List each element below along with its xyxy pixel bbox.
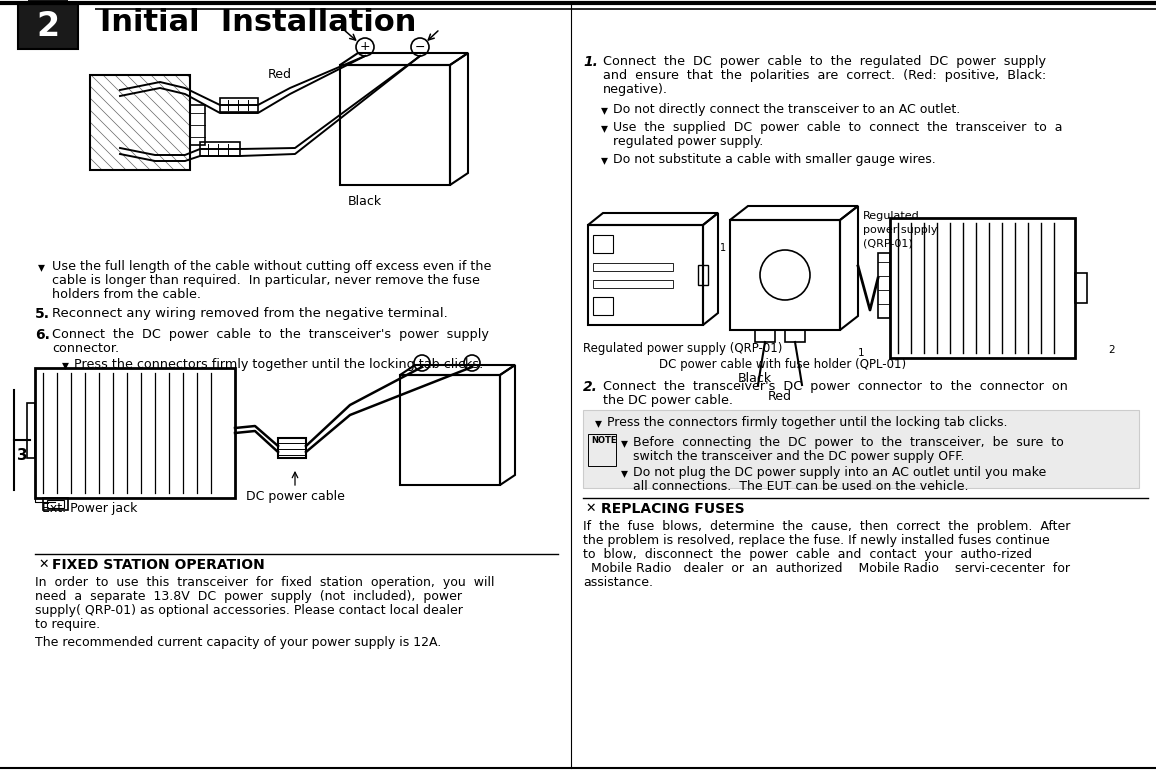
Text: Do not plug the DC power supply into an AC outlet until you make: Do not plug the DC power supply into an …: [633, 466, 1046, 479]
Bar: [593, 263, 673, 271]
Text: ▾: ▾: [621, 466, 628, 480]
Text: regulated power supply.: regulated power supply.: [613, 135, 763, 148]
Text: 1: 1: [858, 348, 865, 358]
Bar: [593, 297, 613, 315]
Text: Black: Black: [738, 372, 772, 385]
Bar: [729, 220, 840, 330]
Bar: [35, 368, 235, 498]
Text: all connections.  The EUT can be used on the vehicle.: all connections. The EUT can be used on …: [633, 480, 969, 493]
Text: −: −: [415, 41, 425, 53]
Text: ▾: ▾: [38, 260, 45, 274]
Text: Connect  the  DC  power  cable  to  the  transceiver's  power  supply: Connect the DC power cable to the transc…: [52, 328, 489, 341]
Bar: [593, 235, 613, 253]
Text: If  the  fuse  blows,  determine  the  cause,  then  correct  the  problem.  Aft: If the fuse blows, determine the cause, …: [583, 520, 1070, 533]
Text: Regulated: Regulated: [864, 211, 920, 221]
Bar: [200, 142, 240, 156]
Text: Red: Red: [768, 390, 792, 403]
Bar: [340, 65, 450, 185]
Text: NOTE: NOTE: [591, 436, 616, 445]
Text: Black: Black: [348, 195, 383, 208]
Text: Do not substitute a cable with smaller gauge wires.: Do not substitute a cable with smaller g…: [613, 153, 935, 166]
Text: Reconnect any wiring removed from the negative terminal.: Reconnect any wiring removed from the ne…: [52, 307, 447, 320]
Bar: [588, 434, 616, 466]
Bar: [190, 105, 205, 145]
Text: Do not directly connect the transceiver to an AC outlet.: Do not directly connect the transceiver …: [613, 103, 961, 116]
Text: to require.: to require.: [35, 618, 101, 631]
Bar: [27, 403, 35, 458]
Text: Ext. Power jack: Ext. Power jack: [42, 502, 138, 515]
Text: Use the full length of the cable without cutting off excess even if the: Use the full length of the cable without…: [52, 260, 491, 273]
Bar: [400, 375, 501, 485]
Text: DC power cable with fuse holder (QPL-01): DC power cable with fuse holder (QPL-01): [659, 358, 906, 371]
Text: +: +: [360, 41, 370, 53]
Text: ✕: ✕: [585, 502, 595, 515]
Text: (QRP-01): (QRP-01): [864, 239, 913, 249]
Bar: [785, 330, 805, 342]
Text: switch the transceiver and the DC power supply OFF.: switch the transceiver and the DC power …: [633, 450, 964, 463]
Text: Connect  the  transceiver's  DC  power  connector  to  the  connector  on: Connect the transceiver's DC power conne…: [603, 380, 1068, 393]
Bar: [890, 218, 1075, 358]
Bar: [220, 98, 258, 112]
Text: 2.: 2.: [583, 380, 598, 394]
Text: 1: 1: [720, 243, 726, 253]
Text: ▾: ▾: [601, 153, 608, 167]
Bar: [755, 330, 775, 342]
Bar: [18, 4, 77, 49]
Bar: [698, 265, 707, 285]
Bar: [879, 253, 890, 318]
Bar: [277, 438, 306, 458]
Text: 3: 3: [16, 447, 28, 463]
Text: power supply: power supply: [864, 225, 938, 235]
Text: negative).: negative).: [603, 83, 668, 96]
Text: Red: Red: [268, 68, 292, 81]
Text: supply( QRP-01) as optional accessories. Please contact local dealer: supply( QRP-01) as optional accessories.…: [35, 604, 462, 617]
Text: ▾: ▾: [595, 416, 602, 430]
Text: DC power cable: DC power cable: [245, 490, 344, 503]
Text: ▾: ▾: [621, 436, 628, 450]
Text: the problem is resolved, replace the fuse. If newly installed fuses continue: the problem is resolved, replace the fus…: [583, 534, 1050, 547]
Text: ▾: ▾: [601, 103, 608, 117]
Text: In  order  to  use  this  transceiver  for  fixed  station  operation,  you  wil: In order to use this transceiver for fix…: [35, 576, 495, 589]
Text: FIXED STATION OPERATION: FIXED STATION OPERATION: [52, 558, 265, 572]
Bar: [90, 75, 190, 170]
Text: cable is longer than required.  In particular, never remove the fuse: cable is longer than required. In partic…: [52, 274, 480, 287]
Bar: [47, 500, 64, 508]
Text: 2: 2: [1107, 345, 1114, 355]
Text: and  ensure  that  the  polarities  are  correct.  (Red:  positive,  Black:: and ensure that the polarities are corre…: [603, 69, 1046, 82]
Text: to  blow,  disconnect  the  power  cable  and  contact  your  autho-rized: to blow, disconnect the power cable and …: [583, 548, 1032, 561]
Bar: [1075, 273, 1087, 303]
Bar: [43, 498, 68, 510]
Bar: [588, 225, 703, 325]
Text: Connect  the  DC  power  cable  to  the  regulated  DC  power  supply: Connect the DC power cable to the regula…: [603, 55, 1046, 68]
Text: connector.: connector.: [52, 342, 119, 355]
Text: Use  the  supplied  DC  power  cable  to  connect  the  transceiver  to  a: Use the supplied DC power cable to conne…: [613, 121, 1062, 134]
Text: 6.: 6.: [35, 328, 50, 342]
Text: need  a  separate  13.8V  DC  power  supply  (not  included),  power: need a separate 13.8V DC power supply (n…: [35, 590, 462, 603]
Text: The recommended current capacity of your power supply is 12A.: The recommended current capacity of your…: [35, 636, 442, 649]
Text: Initial  Installation: Initial Installation: [101, 8, 416, 37]
Bar: [583, 410, 1139, 488]
Text: 2: 2: [37, 11, 60, 43]
Text: Mobile Radio   dealer  or  an  authorized    Mobile Radio    servi-cecenter  for: Mobile Radio dealer or an authorized Mob…: [583, 562, 1070, 575]
Text: Regulated power supply (QRP-01): Regulated power supply (QRP-01): [583, 342, 783, 355]
Text: Before  connecting  the  DC  power  to  the  transceiver,  be  sure  to: Before connecting the DC power to the tr…: [633, 436, 1064, 449]
Text: assistance.: assistance.: [583, 576, 653, 589]
Bar: [28, 0, 68, 5]
Text: 5.: 5.: [35, 307, 50, 321]
Text: ▾: ▾: [62, 358, 69, 372]
Text: the DC power cable.: the DC power cable.: [603, 394, 733, 407]
Text: holders from the cable.: holders from the cable.: [52, 288, 201, 301]
Text: ✕: ✕: [38, 558, 49, 571]
Text: ▾: ▾: [601, 121, 608, 135]
Text: REPLACING FUSES: REPLACING FUSES: [601, 502, 744, 516]
Bar: [593, 280, 673, 288]
Text: 1.: 1.: [583, 55, 598, 69]
Text: Press the connectors firmly together until the locking tab clicks.: Press the connectors firmly together unt…: [74, 358, 483, 371]
Text: Press the connectors firmly together until the locking tab clicks.: Press the connectors firmly together unt…: [607, 416, 1008, 429]
